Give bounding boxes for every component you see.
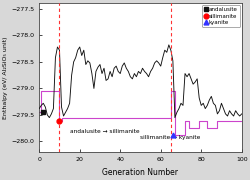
Y-axis label: Enthalpy (eV/ Al₂SiO₅ unit): Enthalpy (eV/ Al₂SiO₅ unit) xyxy=(4,37,8,119)
Text: sillimanite → kyanite: sillimanite → kyanite xyxy=(140,135,200,140)
Legend: andalusite, sillimanite, kyanite: andalusite, sillimanite, kyanite xyxy=(202,5,239,27)
Text: andalusite → sillimanite: andalusite → sillimanite xyxy=(69,129,139,134)
X-axis label: Generation Number: Generation Number xyxy=(102,168,178,177)
